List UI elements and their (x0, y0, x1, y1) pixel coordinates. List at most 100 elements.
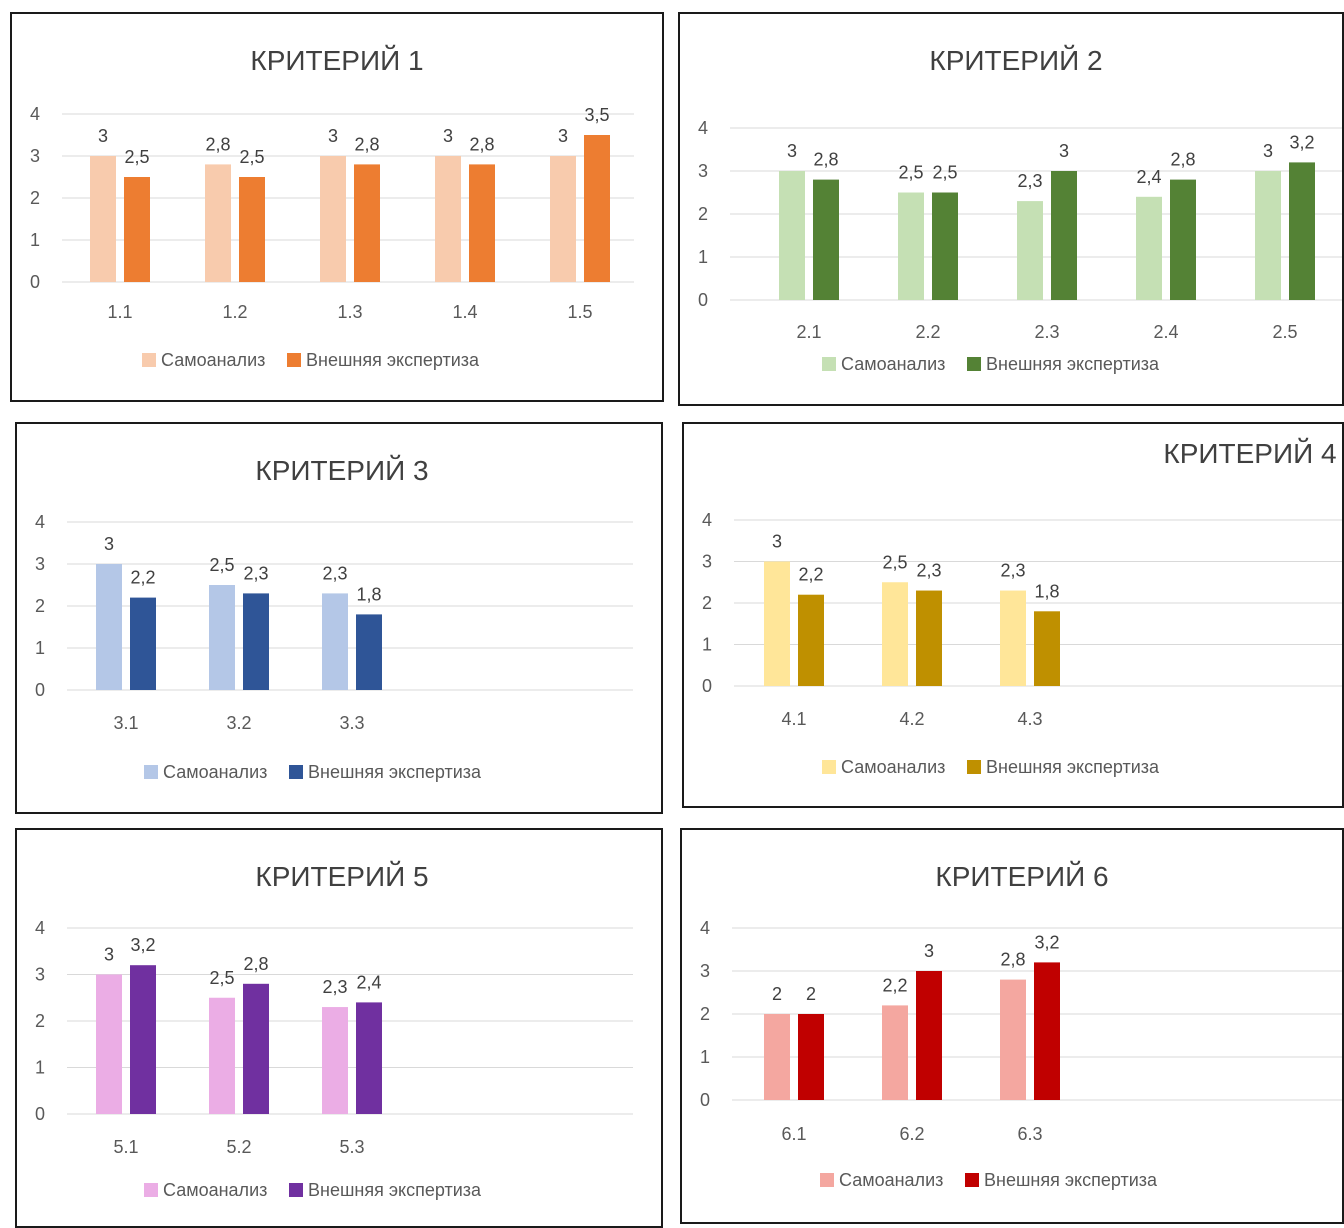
bar-self-analysis (1255, 171, 1281, 300)
bar-external-expertise (1051, 171, 1077, 300)
bar-self-analysis (550, 156, 576, 282)
legend-label: Внешняя экспертиза (986, 757, 1160, 777)
bar-self-analysis (882, 1005, 908, 1100)
data-label: 3 (443, 126, 453, 146)
bar-self-analysis (320, 156, 346, 282)
bar-external-expertise (243, 983, 269, 1114)
data-label: 3 (1263, 141, 1273, 161)
x-tick-label: 1.4 (452, 302, 477, 322)
x-tick-label: 5.2 (226, 1137, 251, 1157)
data-label: 2,2 (798, 565, 823, 585)
bar-self-analysis (90, 156, 116, 282)
data-label: 2 (806, 984, 816, 1004)
data-label: 3 (787, 141, 797, 161)
y-tick-label: 3 (30, 146, 40, 166)
data-label: 2,3 (243, 563, 268, 583)
bar-self-analysis (1000, 590, 1026, 686)
bar-external-expertise (124, 177, 150, 282)
data-label: 2 (772, 984, 782, 1004)
data-label: 2,8 (243, 954, 268, 974)
bar-self-analysis (322, 1007, 348, 1114)
y-tick-label: 2 (698, 204, 708, 224)
legend-swatch (289, 765, 303, 779)
bar-external-expertise (1034, 611, 1060, 686)
data-label: 2,4 (1136, 167, 1161, 187)
bar-self-analysis (209, 585, 235, 690)
chart-title: КРИТЕРИЙ 3 (255, 455, 428, 486)
data-label: 2,5 (209, 968, 234, 988)
chart-title: КРИТЕРИЙ 4 (1163, 438, 1336, 469)
legend-swatch (144, 1183, 158, 1197)
chart-title: КРИТЕРИЙ 5 (255, 861, 428, 892)
y-tick-label: 1 (30, 230, 40, 250)
bar-self-analysis (779, 171, 805, 300)
y-tick-label: 4 (35, 512, 45, 532)
legend-swatch (142, 353, 156, 367)
bar-self-analysis (1136, 196, 1162, 300)
y-tick-label: 0 (702, 676, 712, 696)
data-label: 2,3 (916, 561, 941, 581)
y-tick-label: 1 (698, 247, 708, 267)
legend-swatch (820, 1173, 834, 1187)
bar-external-expertise (798, 1014, 824, 1100)
y-tick-label: 2 (702, 593, 712, 613)
data-label: 2,3 (1017, 171, 1042, 191)
data-label: 2,2 (882, 975, 907, 995)
y-tick-label: 1 (700, 1047, 710, 1067)
y-tick-label: 4 (702, 510, 712, 530)
y-tick-label: 0 (698, 290, 708, 310)
data-label: 2,8 (205, 134, 230, 154)
x-tick-label: 1.2 (222, 302, 247, 322)
legend-label: Самоанализ (841, 354, 945, 374)
y-tick-label: 3 (702, 552, 712, 572)
legend-swatch (822, 760, 836, 774)
data-label: 2,8 (1170, 150, 1195, 170)
y-tick-label: 2 (35, 1011, 45, 1031)
data-label: 3 (104, 534, 114, 554)
bar-external-expertise (916, 590, 942, 686)
bar-external-expertise (932, 192, 958, 300)
chart-svg: КРИТЕРИЙ 5 0 1 2 3 4 3 3,2 5.1 2,5 2,8 5.2 2,3 2,4 5.3… (35, 861, 633, 1200)
bar-self-analysis (882, 582, 908, 686)
legend-swatch (144, 765, 158, 779)
data-label: 2,4 (356, 972, 381, 992)
bar-self-analysis (764, 561, 790, 686)
x-tick-label: 3.2 (226, 713, 251, 733)
y-tick-label: 2 (30, 188, 40, 208)
bar-external-expertise (130, 965, 156, 1114)
bar-external-expertise (798, 594, 824, 686)
bar-external-expertise (1289, 162, 1315, 300)
legend-swatch (967, 760, 981, 774)
bar-external-expertise (354, 164, 380, 282)
data-label: 1,8 (356, 584, 381, 604)
x-tick-label: 2.3 (1034, 322, 1059, 342)
data-label: 3 (1059, 141, 1069, 161)
data-label: 1,8 (1034, 581, 1059, 601)
chart-title: КРИТЕРИЙ 6 (935, 861, 1108, 892)
y-tick-label: 1 (702, 635, 712, 655)
data-label: 3 (558, 126, 568, 146)
bar-external-expertise (243, 593, 269, 690)
chart-svg: КРИТЕРИЙ 4 0 1 2 3 4 3 2,2 4.1 2,5 2,3 4.2 2,3 1,8 4.3… (702, 438, 1342, 777)
chart-title: КРИТЕРИЙ 1 (250, 45, 423, 76)
data-label: 3,2 (1034, 932, 1059, 952)
y-tick-label: 1 (35, 1058, 45, 1078)
bar-external-expertise (584, 135, 610, 282)
data-label: 3 (98, 126, 108, 146)
data-label: 2,8 (813, 150, 838, 170)
y-tick-label: 4 (700, 918, 710, 938)
x-tick-label: 6.3 (1017, 1124, 1042, 1144)
x-tick-label: 2.2 (915, 322, 940, 342)
chart-panel-5: КРИТЕРИЙ 5 0 1 2 3 4 3 3,2 5.1 2,5 2,8 5.2 2,3 2,4 5.3… (15, 828, 663, 1228)
y-tick-label: 0 (35, 680, 45, 700)
bar-self-analysis (322, 593, 348, 690)
chart-svg: КРИТЕРИЙ 3 0 1 2 3 4 3 2,2 3.1 2,5 2,3 3.2 2,3 1,8 3.3… (35, 455, 633, 782)
y-tick-label: 3 (700, 961, 710, 981)
legend-label: Внешняя экспертиза (984, 1170, 1158, 1190)
bar-external-expertise (356, 614, 382, 690)
bar-external-expertise (813, 179, 839, 300)
bar-self-analysis (898, 192, 924, 300)
x-tick-label: 2.5 (1272, 322, 1297, 342)
y-tick-label: 0 (30, 272, 40, 292)
